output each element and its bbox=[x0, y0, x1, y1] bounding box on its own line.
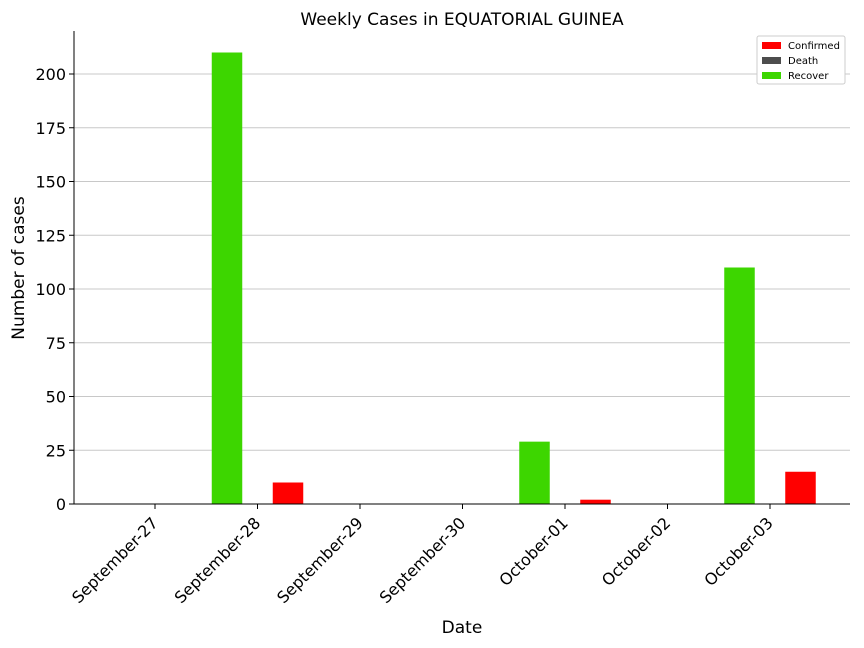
bar-confirmed bbox=[272, 482, 304, 504]
y-tick-label: 175 bbox=[35, 119, 66, 138]
bar-recover bbox=[724, 267, 755, 504]
legend-swatch bbox=[762, 72, 781, 79]
y-axis-label: Number of cases bbox=[9, 196, 29, 340]
bar-recover bbox=[211, 52, 243, 504]
y-tick-label: 50 bbox=[46, 388, 66, 407]
bar-confirmed bbox=[785, 471, 816, 504]
y-tick-label: 0 bbox=[56, 495, 66, 514]
x-tick-label: October-03 bbox=[700, 513, 776, 589]
y-tick-label: 125 bbox=[35, 226, 66, 245]
x-tick-label: September-27 bbox=[68, 513, 162, 607]
x-tick-label: September-28 bbox=[171, 513, 265, 607]
y-tick-label: 200 bbox=[35, 65, 66, 84]
y-tick-label: 75 bbox=[46, 334, 66, 353]
x-tick-label: September-29 bbox=[273, 513, 367, 607]
legend-label: Recover bbox=[788, 71, 829, 82]
bars bbox=[211, 52, 816, 504]
y-tick-label: 100 bbox=[35, 280, 66, 299]
y-tick-label: 150 bbox=[35, 173, 66, 192]
legend: Confirmed Death Recover bbox=[756, 35, 846, 85]
x-tick-label: October-01 bbox=[495, 513, 571, 589]
grid bbox=[74, 73, 850, 451]
y-ticks: 0 25 50 75 100 125 150 175 200 bbox=[35, 65, 74, 514]
x-ticks: September-27 September-28 September-29 Sept… bbox=[68, 504, 777, 607]
x-tick-label: September-30 bbox=[376, 513, 470, 607]
x-axis-label: Date bbox=[442, 618, 483, 638]
legend-swatch bbox=[762, 57, 781, 64]
legend-swatch bbox=[762, 42, 781, 49]
bar-recover bbox=[519, 441, 550, 504]
legend-label: Death bbox=[788, 56, 818, 67]
chart-title: Weekly Cases in EQUATORIAL GUINEA bbox=[300, 10, 624, 30]
legend-label: Confirmed bbox=[788, 41, 840, 52]
x-tick-label: October-02 bbox=[598, 513, 674, 589]
y-tick-label: 25 bbox=[46, 441, 66, 460]
bar-confirmed bbox=[580, 499, 611, 504]
